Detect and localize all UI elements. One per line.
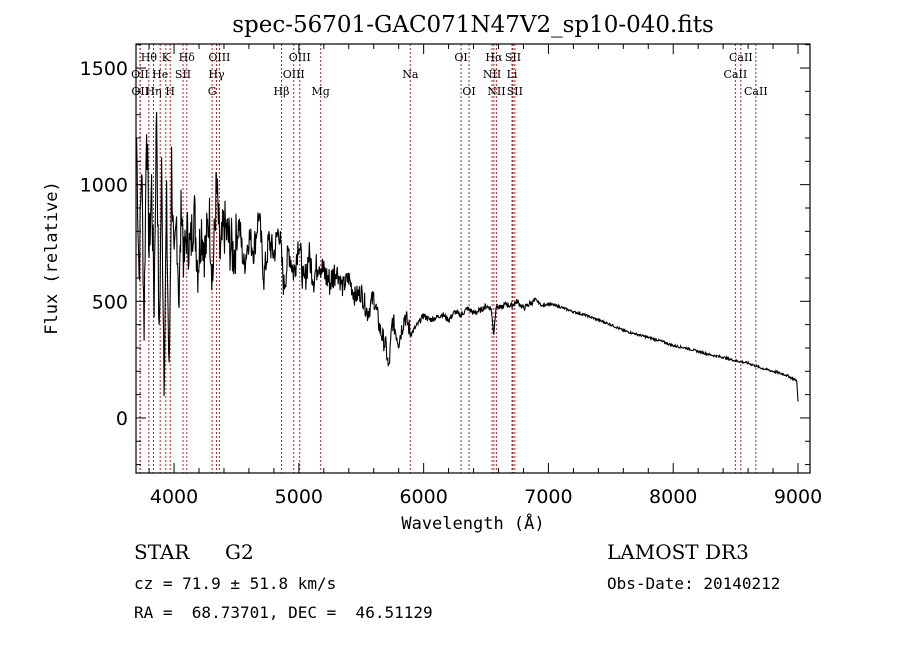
x-tick-label: 5000 <box>275 486 323 508</box>
line-marker-label: CaII <box>744 85 768 98</box>
line-marker-label: Hγ <box>208 68 225 81</box>
line-marker-label: Hη <box>145 85 161 98</box>
line-marker-label: OIII <box>283 68 305 81</box>
line-marker-label: CaII <box>729 51 753 64</box>
x-tick-label: 6000 <box>399 486 447 508</box>
line-marker-label: Li <box>507 68 518 81</box>
y-tick-label: 500 <box>92 291 128 313</box>
line-marker-label: K <box>162 51 171 64</box>
plot-frame <box>135 43 811 474</box>
line-marker-label: NII <box>483 68 501 81</box>
spectral-line-markers <box>139 44 757 473</box>
line-marker-label: OIII <box>289 51 311 64</box>
line-marker-label: SII <box>505 51 521 64</box>
y-tick-label: 1000 <box>80 175 128 197</box>
line-marker-label: SII <box>507 85 523 98</box>
series-layer <box>136 111 799 402</box>
object-subclass: G2 <box>225 540 254 564</box>
y-axis: 0 500 1000 1500 <box>80 44 810 466</box>
obs-date: Obs-Date: 20140212 <box>607 574 781 593</box>
y-axis-title: Flux (relative) <box>42 181 62 335</box>
object-class: STAR <box>134 540 190 564</box>
line-marker-label: OII <box>131 68 149 81</box>
line-marker-label: G <box>208 85 217 98</box>
x-axis: 4000 5000 6000 7000 8000 9000 <box>148 44 822 508</box>
x-axis-title: Wavelength (Å) <box>401 512 544 534</box>
line-marker-label: CaII <box>724 68 748 81</box>
spectrum-line <box>136 111 799 402</box>
y-tick-label: 1500 <box>80 58 128 80</box>
line-marker-label: He <box>152 68 168 81</box>
x-tick-label: 9000 <box>774 486 822 508</box>
x-tick-label: 4000 <box>150 486 198 508</box>
line-marker-label: SII <box>175 68 191 81</box>
x-tick-label: 7000 <box>524 486 572 508</box>
x-tick-label: 8000 <box>649 486 697 508</box>
y-tick-label: 0 <box>116 408 128 430</box>
line-marker-label: Hδ <box>179 51 196 64</box>
line-marker-label: OI <box>454 51 467 64</box>
line-marker-label: NII <box>487 85 505 98</box>
line-marker-label: Hθ <box>141 51 158 64</box>
survey-name: LAMOST DR3 <box>607 540 749 564</box>
chart-title: spec-56701-GAC071N47V2_sp10-040.fits <box>232 12 714 38</box>
line-marker-label: Na <box>402 68 419 81</box>
coordinates: RA = 68.73701, DEC = 46.51129 <box>134 603 433 622</box>
line-marker-label: H <box>165 85 175 98</box>
redshift-info: cz = 71.9 ± 51.8 km/s <box>134 574 337 593</box>
line-marker-label: OIII <box>208 51 230 64</box>
line-marker-label: Hβ <box>274 85 290 98</box>
line-marker-label: Mg <box>312 85 330 98</box>
line-marker-label: Hα <box>485 51 503 64</box>
line-marker-label: OI <box>462 85 475 98</box>
